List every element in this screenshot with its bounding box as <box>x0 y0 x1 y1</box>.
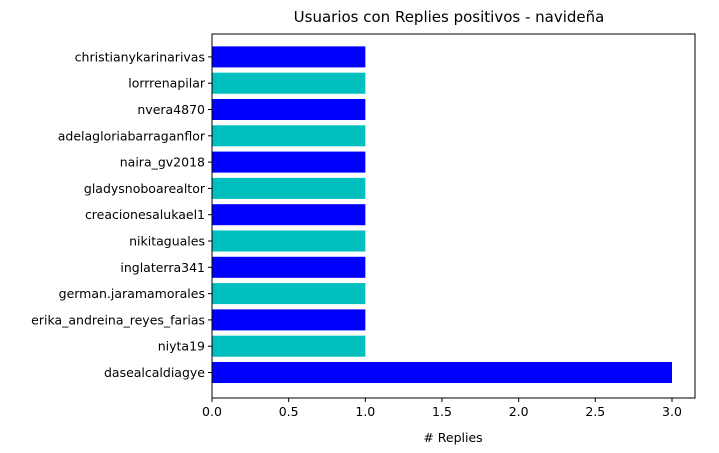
x-axis-label: # Replies <box>423 430 482 445</box>
y-tick-label: adelagloriabarraganflor <box>58 128 206 143</box>
y-tick-label: naira_gv2018 <box>120 155 205 170</box>
bar-german.jaramamorales <box>212 283 366 305</box>
bar-nikitaguales <box>212 230 366 252</box>
y-tick-label: creacionesalukael1 <box>85 207 205 222</box>
bar-nvera4870 <box>212 98 366 121</box>
plot-frame <box>211 33 696 399</box>
bar-inglaterra341 <box>212 256 366 278</box>
x-tick-label: 2.5 <box>585 404 605 419</box>
x-tick-label: 2.0 <box>509 404 529 419</box>
y-tick-label: nvera4870 <box>137 102 205 117</box>
bar-adelagloriabarraganflor <box>212 125 366 147</box>
y-tick-label: inglaterra341 <box>120 260 205 275</box>
chart-title: Usuarios con Replies positivos - navideñ… <box>294 8 605 26</box>
x-tick-label: 1.0 <box>355 404 375 419</box>
bar-niyta19 <box>212 335 366 357</box>
y-tick-label: gladysnoboarealtor <box>84 181 206 196</box>
y-tick-label: lorrrenapilar <box>128 76 206 91</box>
bar-christianykarinarivas <box>212 46 366 68</box>
x-tick-label: 1.5 <box>432 404 452 419</box>
bar-naira_gv2018 <box>212 151 366 173</box>
bar-lorrrenapilar <box>212 72 366 94</box>
y-tick-label: christianykarinarivas <box>75 49 205 64</box>
bar-dasealcaldiagye <box>212 361 672 384</box>
y-tick-label: nikitaguales <box>129 234 205 249</box>
y-tick-label: german.jaramamorales <box>59 286 205 301</box>
bar-erika_andreina_reyes_farias <box>212 309 366 331</box>
x-tick-label: 0.5 <box>279 404 299 419</box>
y-tick-label: dasealcaldiagye <box>104 365 205 380</box>
x-tick-label: 3.0 <box>662 404 682 419</box>
bar-creacionesalukael1 <box>212 204 366 226</box>
bar-gladysnoboarealtor <box>212 177 366 199</box>
y-tick-label: niyta19 <box>158 339 205 354</box>
y-tick-label: erika_andreina_reyes_farias <box>31 312 205 327</box>
x-tick-label: 0.0 <box>202 404 222 419</box>
